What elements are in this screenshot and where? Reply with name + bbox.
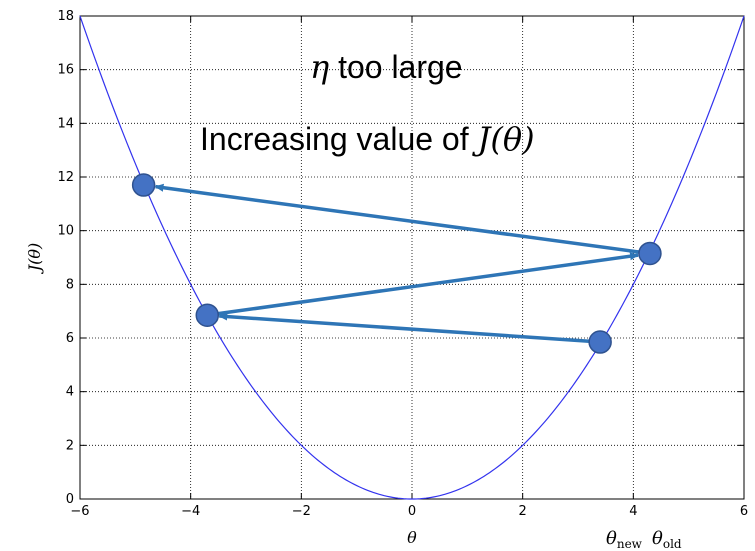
j-theta-math: J(θ) [472,120,535,158]
y-tick-label: 12 [57,170,74,185]
step-arrow [154,183,640,254]
increasing-text: Increasing value of [200,121,478,157]
y-tick-label: 0 [66,492,74,507]
x-tick-label: −4 [181,504,200,519]
x-tick-label: 4 [629,504,637,519]
step-arrow [218,312,590,344]
axis-ticks: −6 −4 −2 0 2 4 6 0 2 4 6 8 10 12 14 16 18 [57,9,748,519]
y-tick-label: 14 [57,116,74,131]
increasing-annotation: Increasing value of J(θ) [200,120,535,158]
theta-old-label: θold [652,528,682,551]
theta-new-subscript: new [617,537,643,551]
step-arrows [154,183,640,344]
y-tick-label: 6 [66,331,74,346]
step-point [588,330,612,354]
y-axis-label: J(θ) [25,243,44,275]
x-tick-label: −2 [292,504,311,519]
y-tick-label: 10 [57,224,74,239]
x-tick-label: 0 [408,504,416,519]
eta-annotation: η too large [310,48,463,86]
step-arrow [217,252,640,316]
step-point [131,173,156,197]
grid-lines [80,16,744,499]
step-point [195,303,220,327]
y-tick-label: 8 [66,277,74,292]
y-tick-label: 2 [66,438,74,453]
theta-new-label: θnew [606,528,643,551]
x-tick-label: −6 [70,504,89,519]
x-tick-label: 6 [740,504,748,519]
step-point [638,241,662,266]
y-tick-label: 16 [57,63,74,78]
y-tick-label: 4 [66,385,74,400]
theta-old-subscript: old [663,537,682,551]
theta-new-symbol: θ [606,528,617,549]
x-axis-label: θ [407,528,417,547]
step-points [131,173,662,354]
y-tick-label: 18 [57,9,74,24]
x-tick-label: 2 [519,504,527,519]
eta-symbol: η [310,48,329,86]
cost-curve [79,15,745,500]
theta-old-symbol: θ [652,528,663,549]
eta-text: too large [329,49,462,85]
